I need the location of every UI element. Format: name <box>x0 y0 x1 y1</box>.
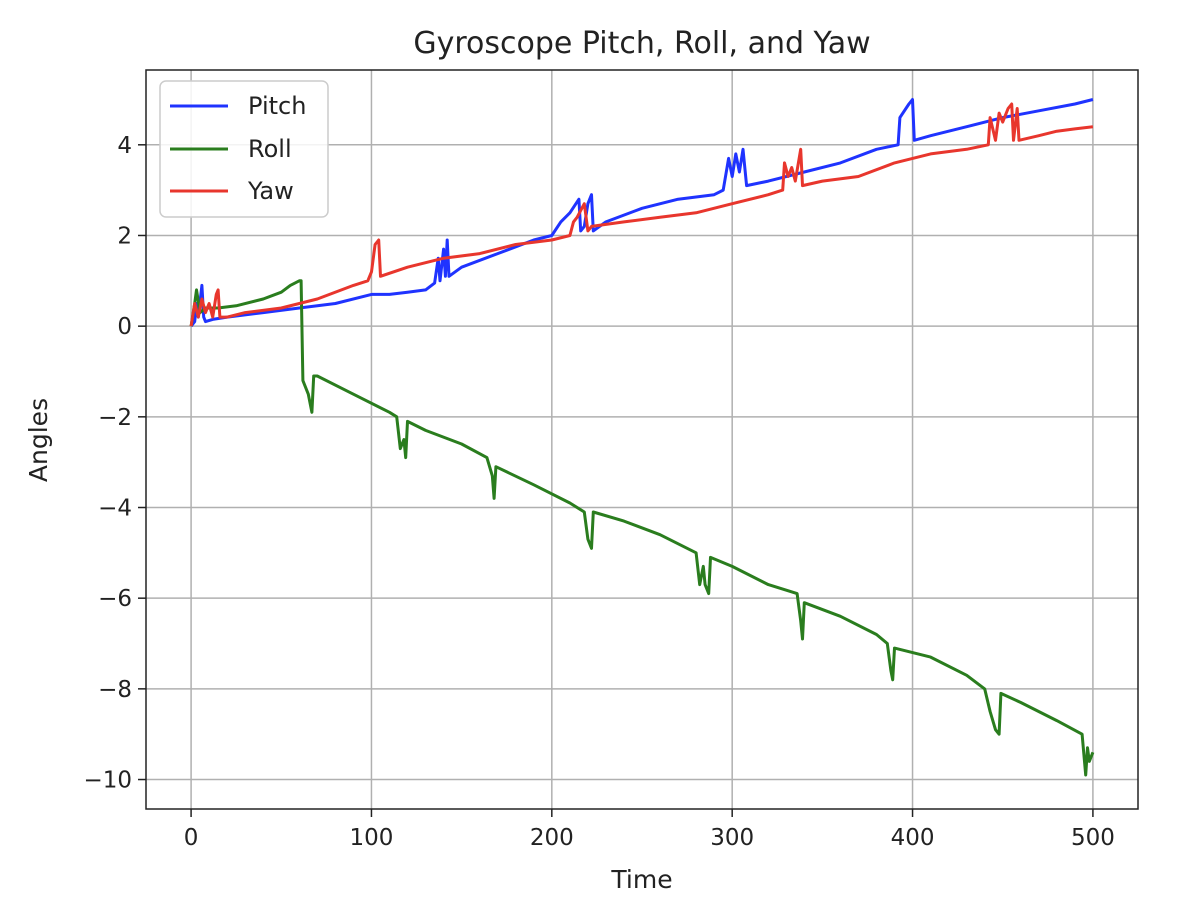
y-tick-label: −4 <box>98 496 132 522</box>
x-tick-label: 300 <box>710 825 754 851</box>
y-tick-label: −8 <box>98 677 132 703</box>
y-tick-label: −6 <box>98 586 132 612</box>
y-tick-label: 4 <box>117 133 132 159</box>
x-tick-label: 200 <box>530 825 574 851</box>
plot-frame <box>145 69 1139 810</box>
x-tick-label: 0 <box>184 825 199 851</box>
x-axis-ticks: 0 100 200 300 400 500 <box>184 809 1115 851</box>
series-line-roll <box>189 279 1095 777</box>
grid-lines <box>146 70 1138 809</box>
x-tick-label: 500 <box>1071 825 1115 851</box>
chart-title: Gyroscope Pitch, Roll, and Yaw <box>413 26 870 61</box>
y-axis-ticks: 4 2 0 −2 −4 −6 −8 −10 <box>83 133 146 794</box>
legend-label-pitch: Pitch <box>248 92 306 120</box>
y-tick-label: 0 <box>117 314 132 340</box>
y-tick-label: 2 <box>117 223 132 249</box>
x-tick-label: 100 <box>350 825 394 851</box>
y-axis-label: Angles <box>24 398 53 482</box>
y-tick-label: −2 <box>98 405 132 431</box>
legend-label-roll: Roll <box>248 135 292 163</box>
series-line-pitch <box>189 98 1094 328</box>
series-line-yaw <box>189 102 1094 327</box>
x-tick-label: 400 <box>891 825 935 851</box>
legend-label-yaw: Yaw <box>247 177 294 205</box>
legend: Pitch Roll Yaw <box>159 80 329 218</box>
x-axis-label: Time <box>610 865 672 894</box>
series-lines <box>189 98 1095 777</box>
legend-box <box>159 80 329 218</box>
y-tick-label: −10 <box>83 768 132 794</box>
